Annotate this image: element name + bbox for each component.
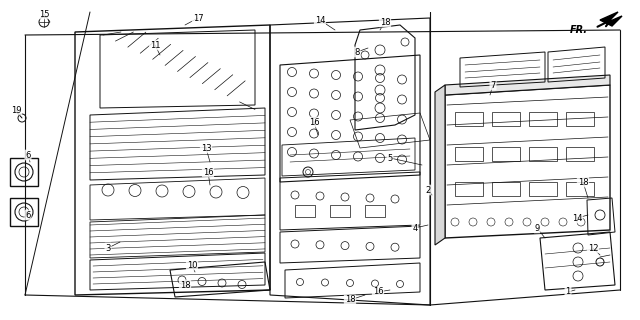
Bar [455, 182, 483, 196]
Bar [455, 147, 483, 161]
Bar [529, 147, 557, 161]
Text: 2: 2 [426, 186, 431, 195]
Text: 7: 7 [490, 81, 496, 90]
Text: 10: 10 [187, 260, 197, 269]
Bar [455, 112, 483, 126]
Text: 18: 18 [180, 281, 190, 290]
Text: 18: 18 [578, 178, 588, 187]
Text: 5: 5 [387, 154, 392, 163]
Polygon shape [600, 12, 622, 26]
Bar [566, 147, 594, 161]
Bar [529, 182, 557, 196]
Polygon shape [435, 85, 445, 245]
Text: 12: 12 [588, 244, 598, 252]
Text: 6: 6 [26, 150, 31, 159]
Bar [330, 205, 350, 217]
Bar [566, 182, 594, 196]
Polygon shape [445, 75, 610, 95]
Bar [365, 205, 385, 217]
Text: 4: 4 [412, 223, 418, 233]
Bar [492, 147, 520, 161]
Text: 3: 3 [106, 244, 111, 252]
Text: 18: 18 [380, 18, 390, 27]
Bar [10, 158, 38, 186]
Text: FR.: FR. [570, 25, 588, 35]
Text: 6: 6 [26, 211, 31, 220]
Text: 16: 16 [203, 167, 213, 177]
Bar [295, 205, 315, 217]
Bar [566, 112, 594, 126]
Text: 8: 8 [355, 47, 360, 57]
Text: 16: 16 [372, 287, 383, 297]
Bar [492, 182, 520, 196]
Text: 13: 13 [201, 143, 211, 153]
Text: 14: 14 [572, 213, 582, 222]
Bar [10, 198, 38, 226]
Text: 9: 9 [534, 223, 540, 233]
Text: 15: 15 [39, 10, 49, 19]
Text: 18: 18 [345, 295, 355, 305]
Text: 14: 14 [315, 15, 325, 25]
Text: 17: 17 [193, 13, 204, 22]
Bar [492, 112, 520, 126]
Text: 1: 1 [565, 287, 571, 297]
Bar [529, 112, 557, 126]
Text: 16: 16 [308, 117, 319, 126]
Text: 11: 11 [150, 41, 160, 50]
Text: 19: 19 [11, 106, 21, 115]
